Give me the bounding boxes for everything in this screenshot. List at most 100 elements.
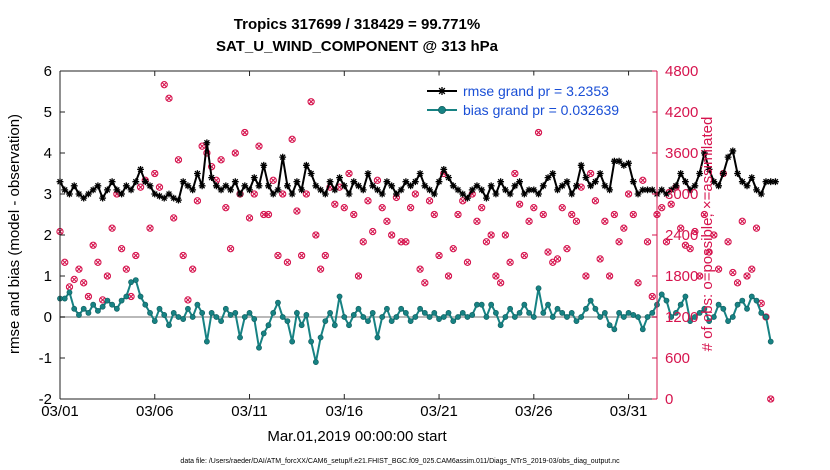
obs-point bbox=[269, 176, 277, 184]
obs-point bbox=[615, 238, 623, 246]
obs-point bbox=[217, 156, 225, 164]
bias-point bbox=[284, 318, 291, 324]
bias-point bbox=[128, 279, 134, 286]
rmse-point bbox=[743, 182, 751, 190]
rmse-point bbox=[435, 178, 443, 186]
rmse-point bbox=[506, 190, 514, 198]
obs-point bbox=[605, 272, 614, 280]
rmse-point bbox=[326, 178, 334, 186]
obs-point bbox=[193, 197, 202, 205]
obs-point bbox=[189, 265, 197, 273]
obs-point bbox=[255, 142, 263, 150]
obs-point bbox=[634, 279, 642, 287]
rmse-point bbox=[710, 178, 718, 186]
obs-point bbox=[525, 217, 533, 225]
rmse-point bbox=[99, 194, 107, 202]
obs-point bbox=[170, 214, 178, 222]
rmse-point bbox=[279, 153, 287, 161]
bias-point bbox=[147, 309, 153, 316]
bias-point bbox=[530, 314, 537, 320]
rmse-point bbox=[615, 157, 623, 165]
obs-point bbox=[700, 210, 709, 219]
bias-point bbox=[227, 312, 234, 318]
bias-point bbox=[85, 309, 92, 316]
bias-point bbox=[289, 338, 296, 345]
right-y-tick-label: 1200 bbox=[665, 309, 698, 326]
bias-point bbox=[616, 309, 622, 316]
rmse-point bbox=[535, 190, 542, 198]
left-y-tick-label: 6 bbox=[44, 63, 52, 80]
rmse-point bbox=[103, 186, 111, 194]
rmse-point bbox=[748, 174, 756, 181]
rmse-point bbox=[317, 186, 324, 194]
left-y-axis-ticks: -2 -1 0 1 2 3 4 5 6 bbox=[39, 63, 65, 408]
rmse-point bbox=[634, 190, 642, 198]
bias-point bbox=[601, 309, 608, 316]
rmse-point bbox=[302, 161, 310, 169]
rmse-point bbox=[170, 194, 178, 202]
rmse-point bbox=[113, 186, 121, 194]
rmse-point bbox=[288, 190, 296, 198]
rmse-point bbox=[539, 182, 547, 190]
bias-point bbox=[232, 309, 239, 316]
rmse-point bbox=[492, 190, 500, 198]
bias-point bbox=[625, 309, 632, 316]
bias-point bbox=[507, 305, 514, 312]
obs-point bbox=[553, 255, 562, 263]
bias-point bbox=[180, 316, 187, 322]
obs-point bbox=[705, 248, 713, 256]
obs-point bbox=[359, 238, 367, 246]
rmse-point bbox=[762, 178, 770, 186]
rmse-point bbox=[127, 186, 135, 194]
bias-point bbox=[630, 312, 637, 318]
obs-point bbox=[264, 210, 273, 219]
obs-point bbox=[302, 190, 311, 198]
rmse-point bbox=[483, 194, 490, 202]
rmse-point bbox=[312, 182, 320, 190]
obs-point bbox=[179, 251, 187, 260]
rmse-point bbox=[388, 182, 396, 190]
obs-point bbox=[279, 190, 287, 198]
obs-point bbox=[174, 156, 183, 164]
rmse-point bbox=[61, 186, 69, 194]
obs-point bbox=[184, 296, 192, 304]
bias-point bbox=[440, 314, 447, 320]
bias-point bbox=[450, 318, 457, 324]
bias-point bbox=[583, 305, 589, 312]
bias-point bbox=[554, 305, 561, 312]
rmse-point bbox=[189, 186, 197, 194]
bias-point bbox=[170, 309, 177, 316]
obs-point bbox=[132, 251, 140, 260]
rmse-point bbox=[222, 182, 230, 190]
bias-point bbox=[597, 314, 604, 320]
rmse-point bbox=[753, 186, 760, 194]
bias-point bbox=[350, 312, 357, 318]
obs-point bbox=[501, 231, 510, 239]
bias-point bbox=[587, 297, 594, 304]
obs-point bbox=[283, 258, 292, 266]
rmse-series bbox=[56, 139, 779, 204]
bias-point bbox=[696, 309, 703, 316]
obs-point bbox=[155, 183, 164, 191]
rmse-point bbox=[440, 166, 448, 173]
bias-point bbox=[720, 305, 727, 312]
rmse-point bbox=[203, 139, 211, 147]
rmse-point bbox=[108, 178, 116, 186]
obs-point bbox=[658, 204, 666, 212]
rmse-point bbox=[359, 186, 367, 194]
bias-point bbox=[90, 301, 97, 308]
bias-point bbox=[668, 314, 675, 320]
obs-point bbox=[307, 98, 315, 106]
bias-point bbox=[744, 305, 750, 312]
bias-point bbox=[66, 289, 73, 296]
obs-point bbox=[146, 224, 154, 232]
bias-point bbox=[455, 314, 461, 320]
bias-point bbox=[365, 318, 371, 324]
obs-point bbox=[297, 251, 306, 260]
bias-point bbox=[104, 297, 111, 304]
plot-area bbox=[60, 71, 657, 399]
rmse-point bbox=[194, 170, 201, 177]
right-y-axis-ticks: 0 600 1200 1800 2400 3000 3600 4200 4800 bbox=[652, 63, 698, 408]
obs-point bbox=[530, 204, 538, 212]
